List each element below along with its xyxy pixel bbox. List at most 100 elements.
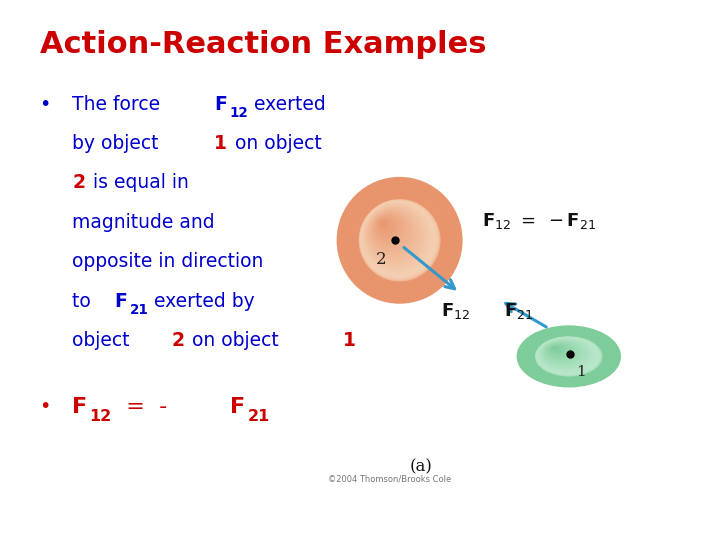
Ellipse shape bbox=[362, 202, 432, 273]
Text: by object: by object bbox=[72, 134, 164, 153]
Text: F: F bbox=[114, 292, 127, 310]
Ellipse shape bbox=[553, 347, 557, 349]
Ellipse shape bbox=[364, 204, 428, 268]
Ellipse shape bbox=[376, 216, 398, 239]
Ellipse shape bbox=[548, 344, 570, 357]
Ellipse shape bbox=[541, 340, 588, 368]
Ellipse shape bbox=[549, 345, 567, 355]
Ellipse shape bbox=[552, 346, 562, 352]
Ellipse shape bbox=[544, 341, 581, 363]
Text: 2: 2 bbox=[171, 331, 184, 350]
Ellipse shape bbox=[541, 340, 586, 367]
Ellipse shape bbox=[550, 345, 565, 354]
Ellipse shape bbox=[367, 208, 418, 259]
Ellipse shape bbox=[372, 213, 407, 248]
Text: F: F bbox=[230, 397, 245, 417]
Text: The force: The force bbox=[72, 94, 166, 113]
Ellipse shape bbox=[377, 217, 395, 236]
Ellipse shape bbox=[545, 342, 577, 361]
Ellipse shape bbox=[543, 341, 583, 365]
Ellipse shape bbox=[381, 221, 385, 226]
Text: F: F bbox=[72, 397, 87, 417]
Ellipse shape bbox=[361, 202, 433, 274]
Text: $\mathbf{F}_{12}$: $\mathbf{F}_{12}$ bbox=[441, 301, 470, 321]
Ellipse shape bbox=[517, 325, 621, 388]
Ellipse shape bbox=[369, 209, 415, 256]
Text: ©2004 Thomson/Brooks Cole: ©2004 Thomson/Brooks Cole bbox=[328, 474, 451, 483]
Ellipse shape bbox=[551, 346, 562, 353]
Text: Action-Reaction Examples: Action-Reaction Examples bbox=[40, 30, 486, 59]
Ellipse shape bbox=[536, 336, 601, 376]
Text: 1: 1 bbox=[576, 364, 586, 379]
Ellipse shape bbox=[372, 212, 408, 249]
Ellipse shape bbox=[361, 201, 435, 275]
Ellipse shape bbox=[539, 339, 593, 371]
Text: F: F bbox=[214, 94, 227, 113]
Ellipse shape bbox=[539, 339, 592, 370]
Ellipse shape bbox=[553, 347, 558, 350]
Ellipse shape bbox=[375, 215, 400, 240]
Ellipse shape bbox=[365, 206, 424, 265]
Ellipse shape bbox=[538, 338, 595, 372]
Text: 2: 2 bbox=[72, 173, 85, 192]
Text: opposite in direction: opposite in direction bbox=[72, 252, 264, 271]
Ellipse shape bbox=[539, 338, 594, 372]
Ellipse shape bbox=[535, 336, 603, 376]
Text: exerted by: exerted by bbox=[148, 292, 255, 310]
Ellipse shape bbox=[543, 341, 582, 365]
Ellipse shape bbox=[379, 220, 390, 230]
Ellipse shape bbox=[536, 337, 599, 374]
Ellipse shape bbox=[374, 214, 402, 243]
Text: 2: 2 bbox=[376, 251, 387, 268]
Ellipse shape bbox=[541, 340, 587, 367]
Ellipse shape bbox=[546, 343, 574, 359]
Ellipse shape bbox=[537, 338, 597, 373]
Text: (a): (a) bbox=[410, 458, 433, 476]
Ellipse shape bbox=[380, 221, 387, 227]
Text: magnitude and: magnitude and bbox=[72, 213, 215, 232]
Ellipse shape bbox=[370, 210, 413, 253]
Ellipse shape bbox=[536, 337, 600, 375]
Ellipse shape bbox=[546, 342, 576, 361]
Text: •: • bbox=[40, 397, 51, 416]
Text: to: to bbox=[72, 292, 96, 310]
Ellipse shape bbox=[369, 210, 414, 255]
Ellipse shape bbox=[364, 204, 429, 270]
Ellipse shape bbox=[542, 341, 585, 366]
Ellipse shape bbox=[540, 339, 590, 369]
Ellipse shape bbox=[359, 199, 441, 281]
Text: $\mathbf{F}_{21}$: $\mathbf{F}_{21}$ bbox=[504, 301, 534, 321]
Ellipse shape bbox=[368, 208, 417, 258]
Ellipse shape bbox=[552, 347, 559, 350]
Ellipse shape bbox=[547, 343, 571, 358]
Ellipse shape bbox=[544, 342, 578, 362]
Ellipse shape bbox=[366, 207, 421, 262]
Ellipse shape bbox=[537, 338, 598, 374]
Text: 1: 1 bbox=[214, 134, 227, 153]
Ellipse shape bbox=[371, 211, 410, 251]
Text: is equal in: is equal in bbox=[87, 173, 189, 192]
Ellipse shape bbox=[540, 339, 590, 369]
Ellipse shape bbox=[376, 217, 397, 237]
Ellipse shape bbox=[550, 346, 564, 354]
Ellipse shape bbox=[373, 213, 405, 246]
Text: $\mathbf{F}_{12}\ =\ -\mathbf{F}_{21}$: $\mathbf{F}_{12}\ =\ -\mathbf{F}_{21}$ bbox=[482, 211, 597, 232]
Ellipse shape bbox=[361, 201, 436, 277]
Text: 21: 21 bbox=[247, 409, 269, 424]
Ellipse shape bbox=[366, 206, 423, 264]
Text: object: object bbox=[72, 331, 135, 350]
Ellipse shape bbox=[374, 215, 401, 242]
Ellipse shape bbox=[366, 207, 420, 261]
Ellipse shape bbox=[549, 345, 569, 356]
Text: exerted: exerted bbox=[248, 94, 325, 113]
Ellipse shape bbox=[546, 343, 575, 360]
Ellipse shape bbox=[337, 177, 463, 303]
Ellipse shape bbox=[382, 222, 384, 224]
Ellipse shape bbox=[370, 211, 411, 252]
Ellipse shape bbox=[547, 343, 572, 359]
Ellipse shape bbox=[379, 219, 391, 231]
Ellipse shape bbox=[544, 342, 580, 363]
Ellipse shape bbox=[363, 203, 431, 271]
Text: 12: 12 bbox=[90, 409, 112, 424]
Ellipse shape bbox=[373, 214, 404, 245]
